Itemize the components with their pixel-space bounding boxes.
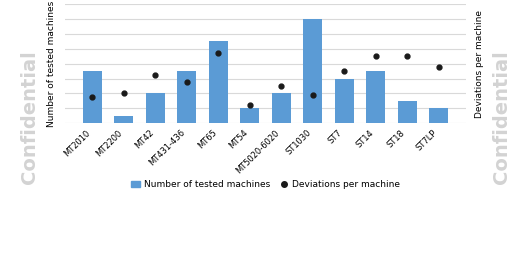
Bar xyxy=(241,108,259,123)
Bar xyxy=(429,108,448,123)
Y-axis label: Number of tested machines: Number of tested machines xyxy=(47,1,56,127)
Bar xyxy=(303,19,322,123)
Bar xyxy=(114,116,133,123)
Y-axis label: Deviations per machine: Deviations per machine xyxy=(475,10,484,118)
Bar xyxy=(177,71,196,123)
Bar xyxy=(83,71,102,123)
Bar xyxy=(335,79,354,123)
Bar xyxy=(366,71,385,123)
Bar xyxy=(146,93,165,123)
Text: Confidential: Confidential xyxy=(20,50,39,184)
Legend: Number of tested machines, Deviations per machine: Number of tested machines, Deviations pe… xyxy=(127,176,404,192)
Bar xyxy=(209,41,228,123)
Text: Confidential: Confidential xyxy=(492,50,511,184)
Bar xyxy=(398,101,417,123)
Bar xyxy=(272,93,290,123)
